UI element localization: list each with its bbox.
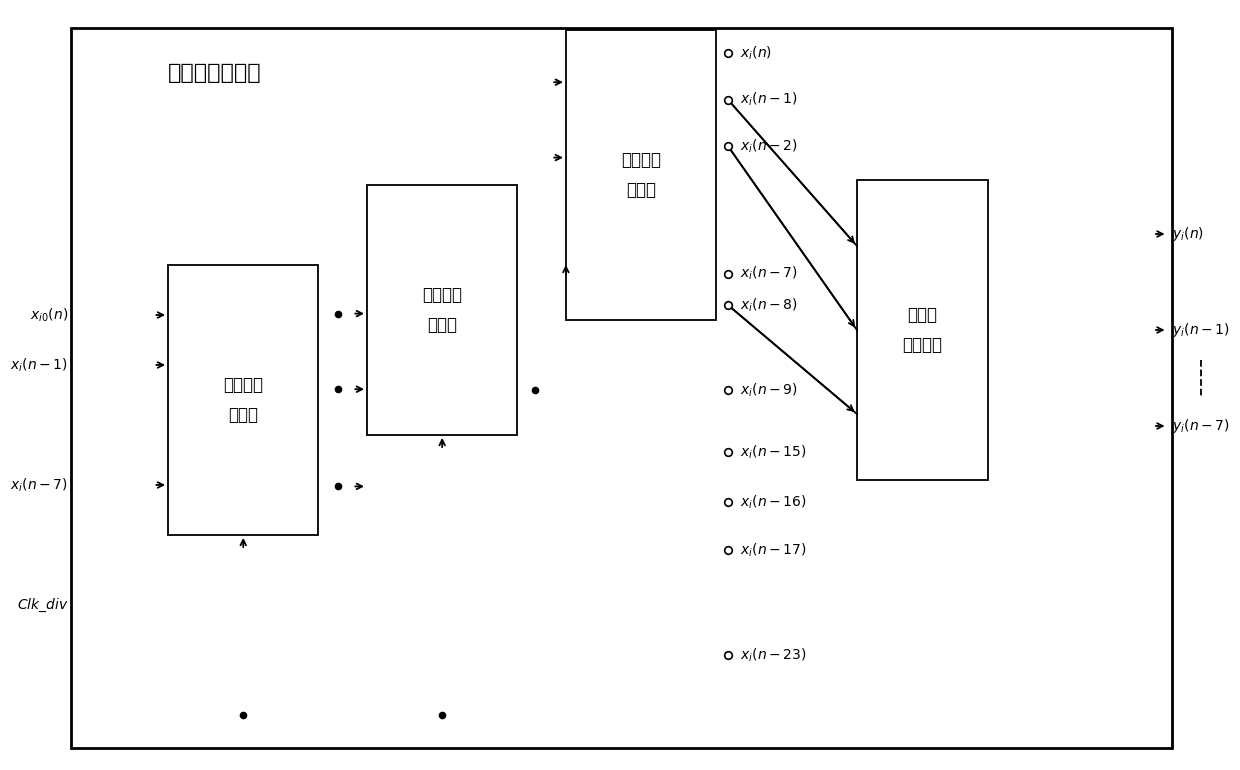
Text: $x_i(n)$: $x_i(n)$ xyxy=(739,45,771,62)
Text: $y_i(n-1)$: $y_i(n-1)$ xyxy=(1172,321,1230,339)
Text: $x_{i0}(n)$: $x_{i0}(n)$ xyxy=(30,306,68,323)
Text: $Clk\_div$: $Clk\_div$ xyxy=(16,596,68,614)
Text: $x_i(n-15)$: $x_i(n-15)$ xyxy=(739,444,806,460)
Bar xyxy=(169,265,319,535)
Text: $x_i(n-7)$: $x_i(n-7)$ xyxy=(739,265,797,283)
Text: $x_i(n-7)$: $x_i(n-7)$ xyxy=(10,477,68,494)
Text: 并行缓冲
寄存器: 并行缓冲 寄存器 xyxy=(223,377,263,424)
Text: 并行缓冲
寄存器: 并行缓冲 寄存器 xyxy=(621,152,661,199)
Bar xyxy=(367,185,517,435)
Text: 精时延
控制模块: 精时延 控制模块 xyxy=(903,306,942,353)
Text: 并行缓冲
寄存器: 并行缓冲 寄存器 xyxy=(422,286,463,333)
Text: $x_i(n-9)$: $x_i(n-9)$ xyxy=(739,381,797,399)
Text: $x_i(n-1)$: $x_i(n-1)$ xyxy=(739,91,797,109)
Text: 精时延调整模块: 精时延调整模块 xyxy=(169,63,262,83)
Text: $x_i(n-17)$: $x_i(n-17)$ xyxy=(739,541,806,559)
Text: $x_i(n-1)$: $x_i(n-1)$ xyxy=(10,357,68,373)
Text: $x_i(n-8)$: $x_i(n-8)$ xyxy=(739,296,797,313)
Text: $x_i(n-16)$: $x_i(n-16)$ xyxy=(739,494,806,511)
Bar xyxy=(857,180,988,480)
Text: $x_i(n-23)$: $x_i(n-23)$ xyxy=(739,646,806,664)
Text: $x_i(n-2)$: $x_i(n-2)$ xyxy=(739,137,797,155)
Text: $y_i(n-7)$: $y_i(n-7)$ xyxy=(1172,417,1230,435)
Text: $y_i(n)$: $y_i(n)$ xyxy=(1172,225,1204,243)
Bar xyxy=(565,30,717,320)
